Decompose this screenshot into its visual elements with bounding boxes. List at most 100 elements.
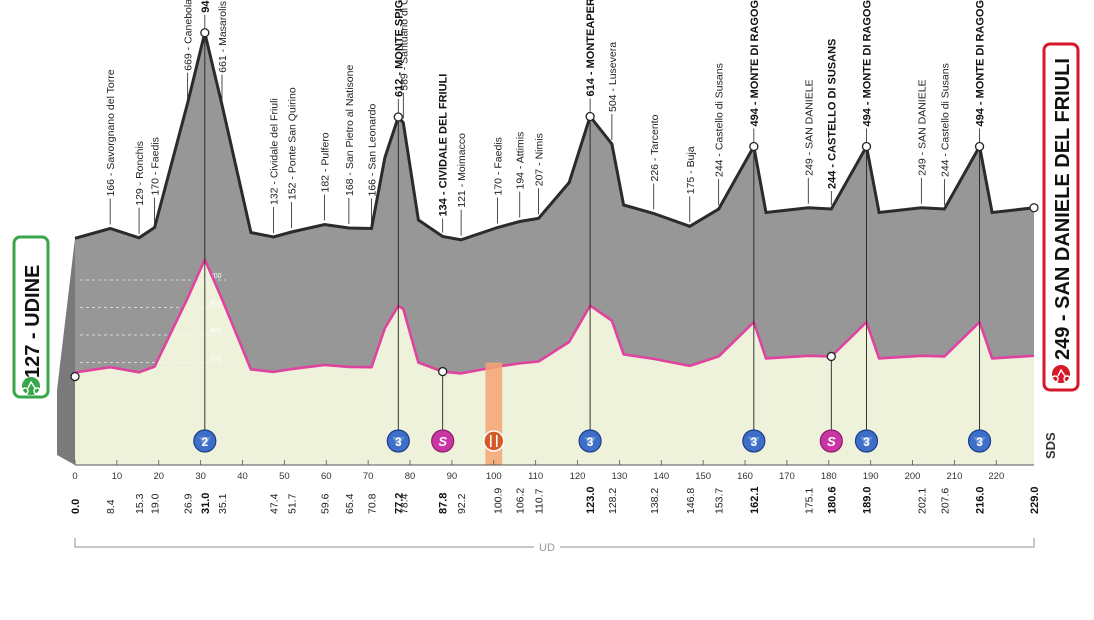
marker-dot <box>826 351 836 362</box>
km-label: 202.1 <box>916 488 928 514</box>
km-label: 123.0 <box>585 486 597 514</box>
altitude-tick-label: 400 <box>210 328 222 335</box>
climb-category-icon <box>386 429 410 453</box>
waypoint-label: 249 - SAN DANIELE <box>803 79 815 175</box>
km-label: 65.4 <box>344 493 356 514</box>
x-tick-label: 20 <box>153 471 164 482</box>
waypoint-label: 194 - Attimis <box>515 132 527 190</box>
climb-category-label: 3 <box>863 435 870 449</box>
waypoint-label: 249 - SAN DANIELE <box>916 79 928 175</box>
start-dot <box>70 371 80 382</box>
km-label: 180.6 <box>826 486 838 514</box>
altitude-tick-label: 200 <box>210 356 222 363</box>
region-label-bg <box>534 540 560 554</box>
km-label: 15.3 <box>134 493 146 514</box>
x-tick-label: 130 <box>611 471 627 482</box>
x-tick-label: 180 <box>821 471 837 482</box>
sprint-icon <box>431 429 455 453</box>
region-bracket: UD <box>74 538 1035 554</box>
feed-zone-icon <box>483 430 505 452</box>
waypoint-label: 226 - Tarcento <box>649 114 661 181</box>
x-tick-label: 50 <box>279 471 290 482</box>
km-label: 100.9 <box>493 488 505 514</box>
bike-glyph <box>1051 368 1071 383</box>
waypoint-label: 170 - Faedis <box>493 137 505 195</box>
km-label: 175.1 <box>803 488 815 514</box>
km-label: 59.6 <box>320 493 332 514</box>
waypoint-label: 494 - MONTE DI RAGOGNA <box>749 0 761 127</box>
x-tick-label: 40 <box>237 471 248 482</box>
climb-triangle-icon <box>747 437 760 447</box>
km-label: 153.7 <box>714 488 726 514</box>
km-label: 229.0 <box>1029 486 1041 514</box>
sprint-label: S <box>827 434 836 449</box>
climb-triangle-icon <box>198 437 211 447</box>
km-label: 216.0 <box>975 486 987 514</box>
start-label: 127 - UDINE <box>22 265 44 378</box>
waypoint-label: 612 - MONTE SPIG <box>393 0 405 97</box>
climb-category-icon <box>578 429 602 453</box>
waypoint-label: 207 - Nimis <box>534 133 546 186</box>
waypoint-label: 132 - Cividale del Friuli <box>269 98 281 205</box>
climb-category-label: 3 <box>587 435 594 449</box>
marker-dot <box>393 112 403 122</box>
x-tick-label: 150 <box>695 471 711 482</box>
waypoint-label: 166 - San Leonardo <box>366 104 378 197</box>
x-tick-label: 100 <box>486 471 502 482</box>
bike-glyph <box>21 380 41 395</box>
km-label: 51.7 <box>287 493 299 514</box>
marker-dot <box>974 141 985 152</box>
climb-category-label: 3 <box>976 435 983 449</box>
x-tick-label: 110 <box>528 471 543 482</box>
x-tick-label: 80 <box>405 471 416 482</box>
climb-triangle-icon <box>860 437 873 447</box>
x-tick-label: 170 <box>779 471 795 482</box>
route-line <box>74 258 1035 375</box>
waypoint-label: 134 - CIVIDALE DEL FRIULI <box>438 74 450 217</box>
waypoint-label: 170 - Faedis <box>150 137 162 195</box>
waypoint-label: 182 - Pulfero <box>320 132 332 192</box>
climb-category-icon <box>854 429 879 453</box>
km-label: 26.9 <box>183 493 195 514</box>
x-tick-label: 160 <box>737 471 753 482</box>
x-tick-label: 190 <box>863 471 879 482</box>
km-label: 78.4 <box>398 493 410 514</box>
altitude-tick-label: 800 <box>210 273 222 280</box>
x-tick-label: 200 <box>905 471 921 482</box>
altitude-tick-label: 600 <box>210 301 222 308</box>
km-label: 162.1 <box>749 486 761 514</box>
x-tick-label: 210 <box>947 471 963 482</box>
km-label: 92.2 <box>456 493 468 514</box>
x-tick-label: 220 <box>988 471 1004 482</box>
climb-category-label: 3 <box>750 435 757 449</box>
km-label: 19.0 <box>150 493 162 514</box>
x-tick-label: 60 <box>321 471 332 482</box>
x-tick-label: 90 <box>447 471 458 482</box>
region-label: UD <box>539 542 555 554</box>
km-label: 87.8 <box>438 493 450 514</box>
km-label: 146.8 <box>685 488 697 514</box>
finish-dot <box>1029 203 1039 213</box>
x-tick-label: 30 <box>195 471 206 482</box>
km-label: 47.4 <box>269 493 281 514</box>
finish-box: 249 - SAN DANIELE DEL FRIULI <box>1042 42 1080 392</box>
marker-dot <box>585 111 595 122</box>
climb-category-icon <box>967 429 992 453</box>
waypoint-label: 504 - Lusevera <box>607 42 619 112</box>
waypoint-label: 949 - MADONNINA DEL DOMM <box>200 0 212 13</box>
km-label: 35.1 <box>217 493 229 514</box>
cyclist-start-icon <box>22 377 40 395</box>
x-tick-label: 120 <box>570 471 586 482</box>
fork-knife-icon <box>489 435 498 447</box>
climb-triangle-icon <box>584 437 597 447</box>
waypoint-label: 175 - Buja <box>685 146 697 194</box>
x-tick-label: 70 <box>363 471 374 482</box>
km-label: 138.2 <box>649 488 661 514</box>
waypoint-label: 244 - Castello di Susans <box>714 63 726 177</box>
climb-triangle-icon <box>973 437 986 447</box>
profile-side-wall <box>57 238 75 465</box>
start-box: 127 - UDINE <box>12 235 50 399</box>
waypoint-label: 494 - MONTE DI RAGOGNA <box>975 0 987 127</box>
climb-category-label: 3 <box>395 435 402 449</box>
